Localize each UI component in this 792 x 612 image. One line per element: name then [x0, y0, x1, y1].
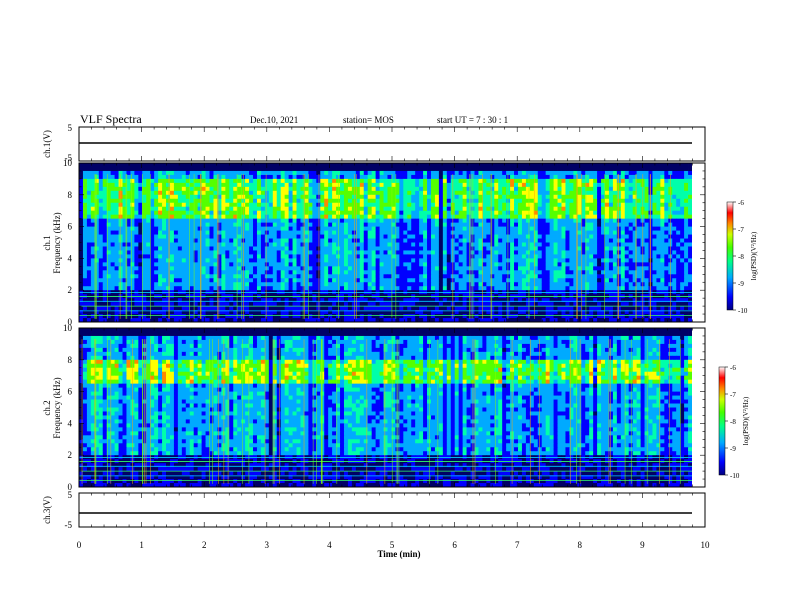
ch1-channel-label: ch.1 — [42, 235, 52, 250]
colorbar-tick-label: -7 — [730, 391, 736, 399]
date-label: Dec.10, 2021 — [250, 115, 298, 125]
station-label: station= MOS — [343, 115, 394, 125]
frequency-tick-label: 6 — [68, 222, 73, 232]
colorbar-tick-label: -8 — [738, 253, 744, 261]
ch1-colorbar-label: log(PSD)(V²/Hz) — [750, 231, 758, 280]
ch1-ytick-top: 5 — [68, 123, 73, 133]
ch3-ytick-top: 5 — [68, 490, 73, 500]
ch2-colorbar-label: log(PSD)(V²/Hz) — [742, 396, 750, 445]
ch2-spectrogram-panel: 0 2 4 6 8 10 ch.2 Frequency (kHz) — [42, 323, 706, 492]
time-tick-label: 10 — [701, 540, 711, 550]
time-tick-label: 3 — [265, 540, 270, 550]
time-tick-label: 1 — [139, 540, 144, 550]
time-tick-label: 5 — [390, 540, 395, 550]
time-tick-label: 2 — [202, 540, 207, 550]
frequency-tick-label: 2 — [68, 285, 73, 295]
time-tick-label: 6 — [452, 540, 457, 550]
colorbar-tick-label: -6 — [730, 364, 736, 372]
start-ut-label: start UT = 7 : 30 : 1 — [437, 115, 508, 125]
ch1-colorbar: -6 -7 -8 -9 -10 log(PSD)(V²/Hz) — [726, 199, 758, 315]
time-tick-label: 0 — [77, 540, 82, 550]
frequency-tick-label: 4 — [68, 418, 73, 428]
ch3-waveform-panel: 5 -5 ch.3(V) 0 1 2 3 4 5 6 7 8 9 10 Time (min) — [42, 490, 710, 559]
ch2-colorbar: -6 -7 -8 -9 -10 log(PSD)(V²/Hz) — [718, 364, 750, 480]
ch1-waveform-panel: 5 -5 ch.1(V) — [42, 123, 706, 163]
time-axis-label: Time (min) — [377, 549, 420, 559]
frequency-tick-label: 2 — [68, 450, 73, 460]
frequency-tick-label: 8 — [68, 355, 73, 365]
ch1-waveform-ylabel: ch.1(V) — [42, 130, 52, 158]
ch2-spectrogram-image — [79, 328, 705, 488]
ch1-colorbar-ticks: -6 -7 -8 -9 -10 — [733, 199, 748, 315]
colorbar-tick-label: -9 — [730, 445, 736, 453]
ch1-ytick-bottom: -5 — [65, 153, 73, 163]
colorbar-tick-label: -6 — [738, 199, 744, 207]
ch1-frequency-ylabel: Frequency (kHz) — [52, 212, 62, 273]
time-axis-tick-labels: 0 1 2 3 4 5 6 7 8 9 10 — [77, 540, 710, 550]
frequency-tick-label: 8 — [68, 190, 73, 200]
colorbar-tick-label: -8 — [730, 418, 736, 426]
ch3-ytick-bottom: -5 — [65, 520, 73, 530]
frequency-tick-label: 10 — [63, 323, 73, 333]
ch2-frequency-ylabel: Frequency (kHz) — [52, 377, 62, 438]
colorbar-tick-label: -7 — [738, 226, 744, 234]
frequency-tick-label: 6 — [68, 387, 73, 397]
ch2-colorbar-ticks: -6 -7 -8 -9 -10 — [725, 364, 740, 480]
frequency-tick-label: 0 — [68, 317, 73, 327]
time-tick-label: 7 — [515, 540, 520, 550]
ch2-channel-label: ch.2 — [42, 400, 52, 415]
colorbar-tick-label: -9 — [738, 280, 744, 288]
ch1-waveform-ticks — [78, 127, 706, 161]
ch1-spectrogram-image — [79, 163, 705, 323]
colorbar-tick-label: -10 — [730, 472, 740, 480]
time-tick-label: 4 — [327, 540, 332, 550]
frequency-tick-label: 10 — [63, 158, 73, 168]
frequency-tick-label: 0 — [68, 482, 73, 492]
colorbar-tick-label: -10 — [738, 307, 748, 315]
figure-title: VLF Spectra — [80, 112, 142, 126]
time-tick-label: 9 — [640, 540, 645, 550]
ch3-waveform-ylabel: ch.3(V) — [42, 496, 52, 524]
ch3-waveform-ticks — [78, 493, 706, 527]
frequency-tick-label: 4 — [68, 253, 73, 263]
ch1-spectrogram-panel: 0 2 4 6 8 10 ch.1 Frequency (kHz) — [42, 158, 706, 327]
time-tick-label: 8 — [578, 540, 583, 550]
